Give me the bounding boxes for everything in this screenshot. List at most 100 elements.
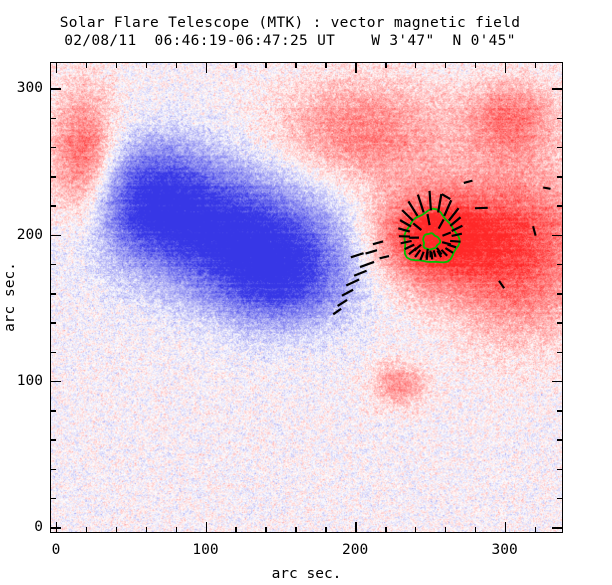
x-tick-top — [85, 62, 88, 68]
y-tick-right — [557, 497, 563, 500]
y-tick-right — [557, 468, 563, 471]
x-tick-bottom — [295, 527, 297, 533]
field-vector — [413, 243, 422, 252]
x-tick-top — [145, 62, 148, 68]
figure-subtitle: 02/08/11 06:46:19-06:47:25 UT W 3'47" N … — [64, 33, 516, 49]
vector-contour-overlay — [332, 179, 551, 316]
field-vector — [337, 299, 348, 307]
y-tick-left — [50, 468, 56, 471]
y-tick-left — [50, 293, 56, 295]
sunspot-inner-contour — [422, 232, 442, 251]
field-vector — [542, 186, 551, 190]
x-tick-top — [414, 62, 417, 68]
field-vector — [399, 219, 412, 228]
field-vector — [498, 280, 506, 289]
x-tick-bottom — [115, 527, 118, 533]
x-tick-top — [205, 62, 208, 73]
y-tick-right — [552, 234, 563, 237]
field-vector — [451, 232, 463, 237]
x-tick-label: 200 — [341, 542, 369, 558]
y-tick-left — [50, 88, 61, 90]
field-vector — [437, 218, 445, 230]
y-tick-right — [557, 263, 563, 266]
y-tick-label: 0 — [34, 519, 43, 536]
x-tick-top — [504, 62, 507, 73]
field-vector — [353, 269, 367, 277]
field-vector — [414, 249, 422, 258]
figure-title-block: Solar Flare Telescope (MTK) : vector mag… — [0, 14, 580, 50]
x-tick-label: 100 — [192, 542, 219, 558]
x-tick-bottom — [474, 527, 477, 533]
y-tick-right — [557, 351, 563, 354]
field-vector — [441, 241, 452, 246]
y-tick-label: 200 — [16, 226, 43, 243]
field-vector — [448, 207, 460, 222]
sunspot-outer-contour — [403, 207, 461, 264]
magnetogram-image — [51, 63, 562, 532]
field-vector — [350, 252, 364, 259]
x-tick-label: 300 — [491, 542, 518, 558]
field-vector — [428, 190, 432, 211]
y-tick-right — [557, 293, 563, 295]
field-vector — [341, 288, 354, 297]
field-vector — [426, 213, 431, 226]
x-axis-title: arc sec. — [271, 566, 342, 582]
y-tick-right — [552, 380, 563, 383]
field-vector — [379, 255, 390, 260]
field-vector — [412, 222, 423, 231]
field-vector — [435, 247, 443, 256]
y-tick-left — [50, 146, 56, 149]
x-tick-top — [295, 62, 297, 68]
y-tick-right — [557, 322, 563, 324]
figure-title: Solar Flare Telescope (MTK) : vector mag… — [59, 15, 521, 31]
y-tick-right — [552, 527, 563, 529]
x-tick-bottom — [85, 527, 88, 533]
x-tick-top — [325, 62, 327, 68]
field-vector — [443, 199, 453, 217]
field-vector — [442, 231, 452, 237]
x-tick-bottom — [355, 522, 357, 533]
y-tick-left — [50, 322, 56, 324]
x-tick-bottom — [145, 527, 148, 533]
field-vector — [404, 243, 415, 251]
field-vector — [416, 194, 425, 213]
field-vector — [450, 239, 461, 243]
x-tick-bottom — [444, 527, 447, 533]
x-tick-top — [55, 62, 58, 73]
y-tick-left — [50, 263, 56, 266]
y-tick-left — [50, 439, 56, 441]
field-vector — [436, 250, 443, 258]
y-tick-left — [50, 351, 56, 354]
y-tick-left — [50, 234, 61, 237]
x-tick-top — [265, 62, 267, 68]
x-tick-top — [474, 62, 477, 68]
y-tick-right — [557, 439, 563, 441]
x-tick-bottom — [325, 527, 327, 533]
field-vector — [398, 227, 411, 233]
field-vector — [532, 225, 537, 236]
field-vector — [430, 251, 434, 260]
x-tick-top — [444, 62, 447, 68]
field-vector — [345, 278, 360, 287]
x-tick-top — [534, 62, 537, 68]
x-tick-top — [175, 62, 178, 68]
x-tick-bottom — [504, 522, 507, 533]
x-tick-top — [235, 62, 237, 68]
field-vector — [463, 179, 473, 184]
field-vector — [451, 224, 463, 232]
field-vector — [359, 260, 375, 269]
y-tick-left — [50, 205, 56, 207]
x-tick-top — [355, 62, 357, 73]
y-tick-left — [50, 117, 56, 120]
x-tick-top — [385, 62, 387, 68]
x-tick-bottom — [414, 527, 417, 533]
y-tick-left — [50, 380, 61, 383]
x-tick-label: 0 — [51, 542, 61, 558]
field-vector — [425, 248, 429, 258]
y-tick-left — [50, 410, 56, 412]
field-vector — [441, 193, 451, 200]
y-tick-right — [557, 410, 563, 412]
x-tick-bottom — [205, 522, 208, 533]
x-tick-bottom — [235, 527, 237, 533]
